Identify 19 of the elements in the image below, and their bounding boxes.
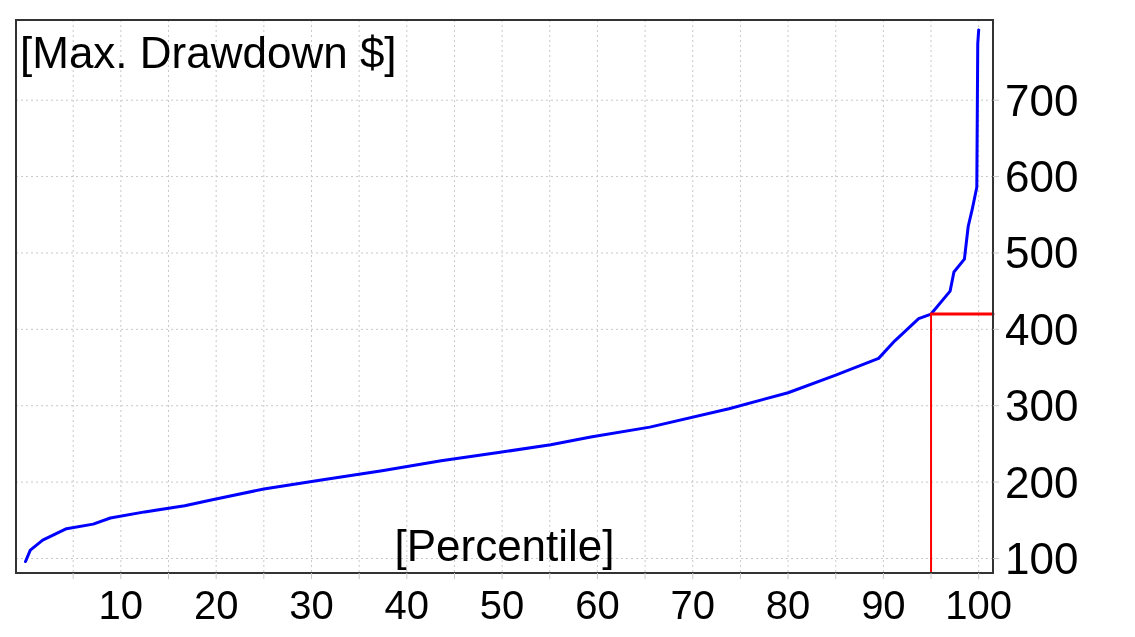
y-tick-label: 400 <box>1005 304 1079 354</box>
x-tick-label: 70 <box>670 583 715 627</box>
x-tick-label: 50 <box>479 583 525 627</box>
y-tick-label: 700 <box>1005 75 1079 125</box>
x-tick-label: 90 <box>861 583 906 627</box>
x-tick-label: 30 <box>289 583 334 627</box>
x-axis-title: [Percentile] <box>394 521 615 570</box>
x-tick-label: 100 <box>945 583 1013 627</box>
y-tick-label: 600 <box>1005 151 1079 201</box>
x-tick-label: 60 <box>575 583 620 627</box>
x-tick-label: 80 <box>765 583 811 627</box>
y-tick-label: 200 <box>1005 457 1079 507</box>
y-tick-label: 100 <box>1005 533 1079 583</box>
y-tick-label: 500 <box>1005 228 1079 278</box>
x-tick-label: 10 <box>98 583 144 627</box>
y-axis-title: [Max. Drawdown $] <box>20 28 397 77</box>
x-tick-label: 40 <box>384 583 430 627</box>
y-tick-label: 300 <box>1005 381 1079 431</box>
x-tick-label: 20 <box>193 583 239 627</box>
